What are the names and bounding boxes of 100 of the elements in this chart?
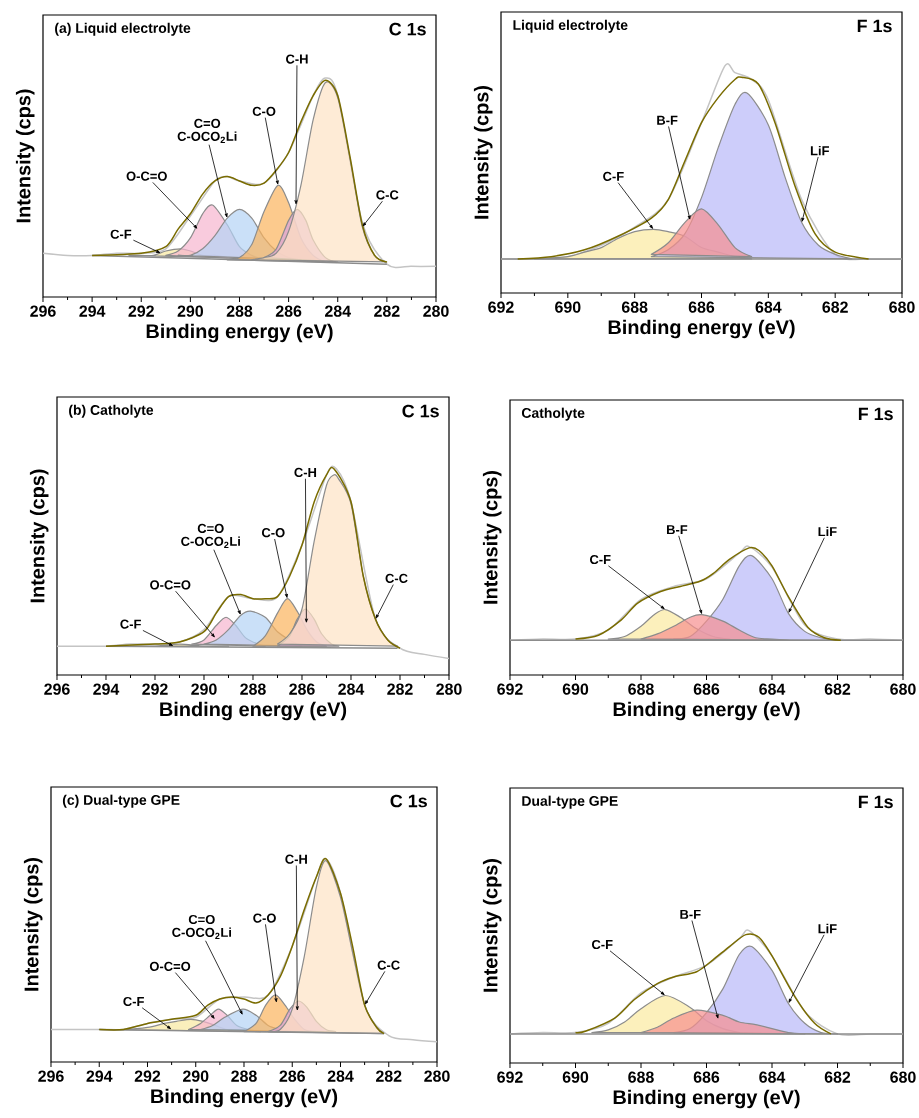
x-tick-label: 292 [134,1070,161,1082]
x-tick-label: 280 [436,683,462,695]
annotation: C-F [110,229,132,239]
x-tick-label: 290 [177,305,203,317]
annotation: C-OCO$_{2}$Li [181,536,240,548]
x-tick-label: 294 [79,305,106,317]
annotation: O-C=O [150,580,191,590]
x-tick-label: 292 [128,305,154,317]
annotation: LiF [810,145,829,156]
x-tick-label: 684 [759,683,786,695]
x-tick-label: 682 [822,301,848,313]
annotation: C-C [376,190,399,200]
x-tick-label: 686 [693,683,720,695]
annotation: C=O [197,523,224,533]
annotation: C-H [285,854,307,864]
annotation: C-O [253,913,276,923]
x-tick-label: 286 [279,1070,305,1082]
annotation: C-OCO$_{2}$Li [177,131,237,143]
annotation: C-F [591,939,613,950]
x-tick-label: 690 [562,683,589,695]
annotation: C-OCO$_{2}$Li [172,927,231,940]
x-tick-label: 280 [424,1070,450,1082]
x-tick-label: 690 [562,1071,589,1083]
chart-subtitle: C 1s [402,404,439,418]
annotation: C-F [123,996,144,1007]
x-tick-label: 688 [621,301,648,313]
x-axis-title: Binding energy (eV) [608,319,795,339]
x-tick-label: 296 [38,1070,64,1082]
annotation: B-F [666,525,688,535]
y-axis-title: Intensity (cps) [29,469,49,603]
x-tick-label: 296 [44,683,70,695]
x-tick-label: 296 [30,305,56,317]
chart-subtitle: F 1s [857,19,892,33]
x-tick-label: 284 [325,305,351,317]
chart-title: Dual-type GPE [522,795,618,809]
x-tick-label: 292 [142,683,168,695]
x-tick-label: 684 [759,1071,786,1083]
x-tick-label: 290 [191,683,217,695]
annotation: C-F [589,554,611,565]
chart-subtitle: F 1s [858,795,893,809]
x-tick-label: 288 [240,683,266,695]
annotation: B-F [680,909,701,919]
y-axis-title: Intensity (cps) [15,89,35,223]
annotation: C=O [188,914,215,925]
annotation: C-F [603,171,624,181]
x-axis-title: Binding energy (eV) [613,1089,800,1109]
x-axis-title: Binding energy (eV) [613,701,800,721]
x-tick-label: 282 [374,305,400,317]
annotation: C-H [294,467,317,478]
chart-subtitle: C 1s [389,22,426,36]
annotation: O-C=O [126,171,167,181]
y-axis-title: Intensity (cps) [23,857,43,991]
chart-title: Catholyte [521,407,585,421]
x-tick-label: 682 [824,1071,851,1083]
x-tick-label: 692 [488,301,514,313]
x-tick-label: 286 [289,683,315,695]
x-tick-label: 294 [86,1070,113,1082]
x-tick-label: 692 [497,683,523,695]
y-axis-title: Intensity (cps) [482,470,502,604]
x-tick-label: 688 [628,1071,654,1083]
annotation: C-O [261,528,285,538]
x-tick-label: 284 [327,1070,354,1082]
y-axis-title: Intensity (cps) [482,858,502,992]
x-tick-label: 686 [693,1071,720,1083]
chart-title: Liquid electrolyte [513,19,628,33]
x-axis-title: Binding energy (eV) [151,1088,338,1108]
chart-title: (b) Catholyte [69,404,154,418]
annotation: C-C [385,573,408,583]
x-tick-label: 284 [338,683,365,695]
annotation: LiF [818,526,837,537]
annotation: LiF [818,923,837,934]
x-tick-label: 682 [824,683,851,695]
x-tick-label: 688 [628,683,654,695]
x-tick-label: 692 [497,1071,523,1083]
y-axis-title: Intensity (cps) [473,85,493,219]
x-tick-label: 280 [423,305,449,317]
x-tick-label: 282 [376,1070,402,1082]
x-tick-label: 288 [226,305,253,317]
annotation: C=O [194,118,221,128]
x-tick-label: 286 [275,305,302,317]
annotation: B-F [657,115,678,125]
annotation: C-O [252,106,276,116]
x-tick-label: 686 [688,301,715,313]
x-tick-label: 680 [890,1071,916,1083]
x-tick-label: 680 [889,301,915,313]
x-tick-label: 294 [93,683,120,695]
chart-title: (c) Dual-type GPE [62,794,180,808]
chart-subtitle: C 1s [390,794,427,808]
chart-subtitle: F 1s [858,407,893,421]
x-axis-title: Binding energy (eV) [146,323,333,343]
x-axis-title: Binding energy (eV) [160,701,347,721]
x-tick-label: 282 [387,683,413,695]
x-tick-label: 690 [555,301,581,313]
x-tick-label: 288 [231,1070,257,1082]
annotation: C-C [377,960,400,970]
x-tick-label: 680 [890,683,916,695]
annotation: O-C=O [149,961,191,971]
x-tick-label: 684 [755,301,782,313]
chart-title: (a) Liquid electrolyte [55,22,191,36]
x-tick-label: 290 [183,1070,209,1082]
